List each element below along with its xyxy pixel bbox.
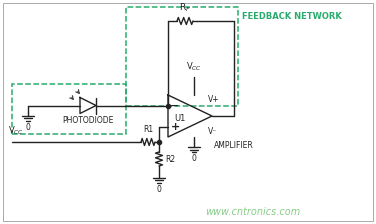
Text: −: − — [170, 101, 180, 110]
Text: 0: 0 — [26, 123, 30, 131]
Text: V+: V+ — [208, 95, 220, 103]
Text: R2: R2 — [165, 155, 175, 164]
Text: 0: 0 — [156, 185, 161, 194]
Text: V⁻: V⁻ — [208, 127, 217, 136]
Text: +: + — [170, 121, 180, 131]
Text: R$_F$: R$_F$ — [179, 2, 191, 14]
Text: V$_{CC}$: V$_{CC}$ — [8, 125, 24, 137]
Text: www.cntronics.com: www.cntronics.com — [205, 207, 300, 217]
Text: V$_{CC}$: V$_{CC}$ — [186, 60, 202, 73]
Text: U1: U1 — [174, 114, 186, 123]
Text: FEEDBACK NETWORK: FEEDBACK NETWORK — [242, 11, 342, 21]
Text: R1: R1 — [143, 125, 153, 134]
Text: 0: 0 — [191, 154, 196, 163]
Text: AMPLIFIER: AMPLIFIER — [214, 141, 254, 150]
Text: PHOTODIODE: PHOTODIODE — [62, 116, 114, 125]
